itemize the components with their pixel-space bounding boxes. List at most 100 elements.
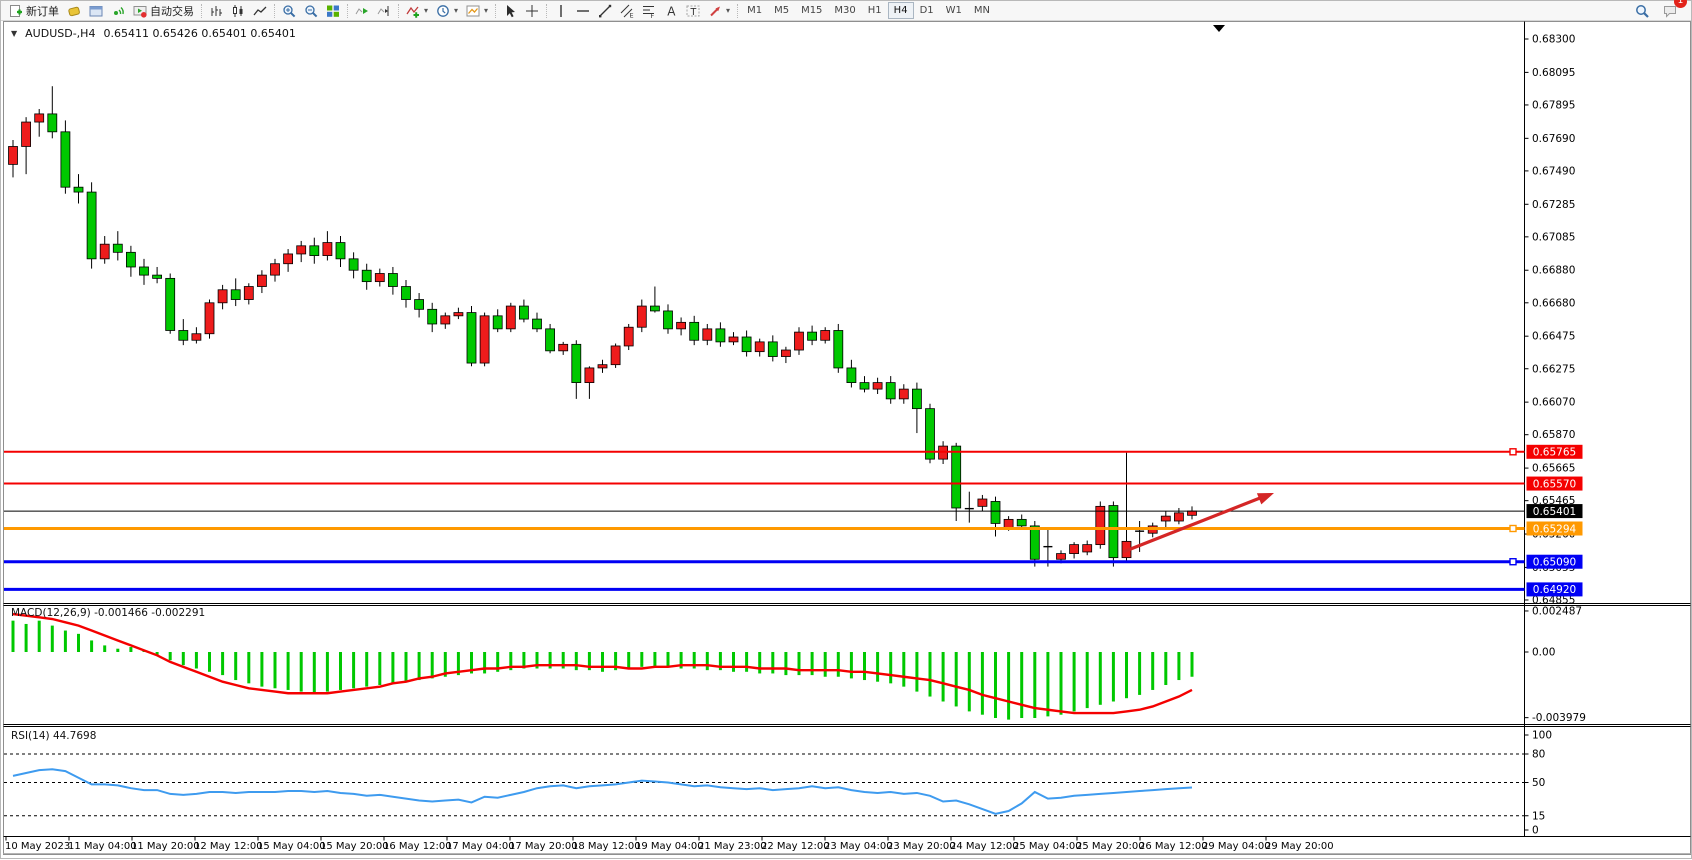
charts-window-button[interactable]: [85, 2, 107, 19]
timeframe-w1-button[interactable]: W1: [940, 2, 968, 19]
price-line-0.65090[interactable]: [4, 558, 1525, 566]
chevron-down-icon[interactable]: ▾: [484, 6, 489, 15]
price-line-0.65294[interactable]: [4, 524, 1525, 533]
price-line-0.65765[interactable]: [4, 448, 1525, 456]
chart-shift-marker-icon[interactable]: [1213, 25, 1225, 32]
periods-button[interactable]: ▾: [432, 2, 462, 19]
timeframe-m1-button[interactable]: M1: [741, 2, 768, 19]
timeframe-h4-button[interactable]: H4: [887, 2, 914, 19]
horizontal-line-button[interactable]: [572, 2, 594, 19]
toolbar-separator: [737, 3, 739, 18]
chat-icon: [1663, 4, 1677, 18]
text-button[interactable]: A: [660, 2, 682, 19]
bars-chart-icon: [209, 4, 223, 18]
svg-text:17 May 04:00: 17 May 04:00: [446, 841, 515, 852]
text-label-button[interactable]: T: [682, 2, 704, 19]
chart-shift-button[interactable]: [373, 2, 395, 19]
svg-text:0.65570: 0.65570: [1533, 478, 1576, 490]
yellow-tag-icon: [67, 4, 81, 18]
text-t-icon: T: [686, 4, 700, 18]
clock-icon: [436, 4, 450, 18]
new-order-button[interactable]: 新订单: [5, 2, 63, 19]
svg-text:23 May 20:00: 23 May 20:00: [887, 841, 956, 852]
rsi-line: [12, 768, 1193, 815]
equidistant-channel-button[interactable]: E: [616, 2, 638, 19]
vertical-line-button[interactable]: [550, 2, 572, 19]
text-a-icon: A: [664, 4, 678, 18]
candle-chart-button[interactable]: [227, 2, 249, 19]
signals-button[interactable]: [107, 2, 129, 19]
search-button[interactable]: [1631, 2, 1653, 19]
cursor-button[interactable]: [499, 2, 521, 19]
doc-plus-icon: [9, 4, 23, 18]
chevron-down-icon[interactable]: ▾: [454, 6, 459, 15]
chart-ohlc-readout: 0.65411 0.65426 0.65401 0.65401: [103, 27, 296, 40]
svg-text:0.66880: 0.66880: [1532, 265, 1575, 277]
templates-button[interactable]: ▾: [462, 2, 492, 19]
timeframe-h1-button[interactable]: H1: [862, 2, 888, 19]
price-badge-0.64920: 0.64920: [1526, 582, 1583, 597]
svg-text:21 May 23:00: 21 May 23:00: [698, 841, 767, 852]
zoom-out-icon: [304, 4, 318, 18]
arrows-button[interactable]: ▾: [704, 2, 734, 19]
price-badge-0.65765: 0.65765: [1526, 444, 1583, 459]
chart-symbol-timeframe: AUDUSD-,H4: [25, 27, 96, 40]
svg-text:11 May 04:00: 11 May 04:00: [68, 841, 137, 852]
tile-windows-button[interactable]: [322, 2, 344, 19]
notifications-button[interactable]: [1659, 2, 1681, 19]
timeframe-d1-button[interactable]: D1: [914, 2, 940, 19]
svg-text:0.002487: 0.002487: [1532, 605, 1582, 617]
timeframe-m5-button[interactable]: M5: [768, 2, 795, 19]
timeframe-m30-button[interactable]: M30: [828, 2, 861, 19]
svg-text:80: 80: [1532, 749, 1545, 761]
trend-arrow-annotation[interactable]: [1122, 493, 1274, 554]
rsi-indicator-label: RSI(14) 44.7698: [11, 730, 97, 742]
timeframe-mn-button[interactable]: MN: [968, 2, 996, 19]
bar-chart-button[interactable]: [205, 2, 227, 19]
line-chart-icon: [253, 4, 267, 18]
auto-trading-button[interactable]: 自动交易: [129, 2, 198, 19]
channel-icon: E: [620, 4, 634, 19]
svg-text:25 May 04:00: 25 May 04:00: [1013, 841, 1082, 852]
timeframe-m15-button[interactable]: M15: [795, 2, 828, 19]
macd-indicator-label: MACD(12,26,9) -0.001466 -0.002291: [11, 607, 206, 619]
line-chart-button[interactable]: [249, 2, 271, 19]
chevron-down-icon[interactable]: ▾: [726, 6, 731, 15]
notification-badge[interactable]: 1: [1674, 0, 1687, 8]
metaeditor-button[interactable]: [63, 2, 85, 19]
rsi-pane: [4, 753, 1525, 817]
svg-text:0.00: 0.00: [1532, 647, 1555, 659]
fibonacci-button[interactable]: F: [638, 2, 660, 19]
auto-scroll-button[interactable]: [351, 2, 373, 19]
svg-text:18 May 12:00: 18 May 12:00: [572, 841, 641, 852]
chart-header: ▼ AUDUSD-,H4 0.65411 0.65426 0.65401 0.6…: [11, 27, 296, 40]
toolbar: 新订单 自动交易 ▾ ▾ ▾ E F A T ▾ M1 M5 M15 M30 H1 H4 D1 W1 MN 1: [1, 0, 1691, 21]
trendline-icon: [598, 4, 612, 18]
svg-text:26 May 12:00: 26 May 12:00: [1139, 841, 1208, 852]
chart-canvas[interactable]: 0.68300 0.68095 0.67895 0.67690 0.67490 0.672…: [1, 21, 1692, 860]
template-icon: [466, 4, 480, 18]
toolbar-separator: [201, 3, 202, 18]
svg-text:0.67085: 0.67085: [1532, 231, 1575, 243]
trend-line-button[interactable]: [594, 2, 616, 19]
svg-text:-0.003979: -0.003979: [1532, 712, 1586, 724]
tile-icon: [326, 4, 340, 18]
svg-text:0.65765: 0.65765: [1533, 447, 1576, 459]
indicators-button[interactable]: ▾: [402, 2, 432, 19]
zoom-out-button[interactable]: [300, 2, 322, 19]
toolbar-separator: [495, 3, 497, 18]
crosshair-button[interactable]: [521, 2, 543, 19]
svg-text:0.66070: 0.66070: [1532, 397, 1575, 409]
zoom-in-button[interactable]: [278, 2, 300, 19]
price-badge-0.65090: 0.65090: [1526, 554, 1583, 569]
svg-text:16 May 12:00: 16 May 12:00: [383, 841, 452, 852]
search-icon: [1635, 4, 1649, 18]
svg-text:0.68300: 0.68300: [1532, 34, 1575, 46]
price-badge-0.65401: 0.65401: [1526, 504, 1583, 519]
crosshair-icon: [525, 4, 539, 18]
symbol-dropdown-icon[interactable]: ▼: [11, 29, 18, 38]
svg-text:100: 100: [1532, 730, 1552, 742]
svg-text:19 May 04:00: 19 May 04:00: [635, 841, 704, 852]
chevron-down-icon[interactable]: ▾: [424, 6, 429, 15]
